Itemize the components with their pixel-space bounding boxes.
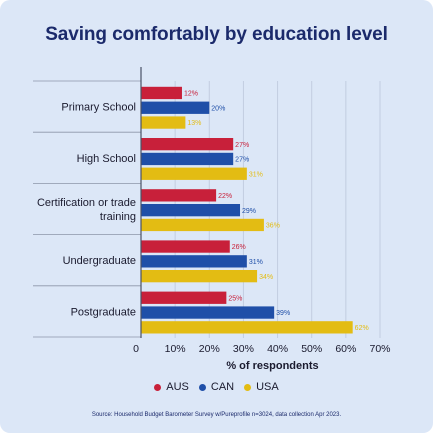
bar-usa-undergraduate — [141, 270, 258, 283]
data-label-aus-primary-school: 12% — [184, 91, 198, 98]
x-axis-title: % of respondents — [226, 360, 318, 372]
category-label-primary-school: Primary School — [61, 102, 136, 114]
bar-usa-postgraduate — [141, 321, 353, 334]
x-tick-label: 50% — [301, 343, 322, 355]
category-label-certification-or-trade-training: Certification or trade — [37, 197, 136, 209]
data-label-usa-undergraduate: 34% — [259, 274, 273, 281]
data-label-usa-certification-or-trade-training: 36% — [266, 223, 280, 230]
bar-usa-certification-or-trade-training — [141, 218, 264, 232]
category-label-certification-or-trade-training: training — [100, 211, 136, 223]
bar-can-certification-or-trade-training — [141, 204, 241, 217]
x-tick-label: 70% — [369, 343, 390, 355]
data-label-can-primary-school: 20% — [211, 105, 225, 112]
category-label-postgraduate: Postgraduate — [71, 306, 136, 318]
category-label-undergraduate: Undergraduate — [63, 255, 136, 267]
data-label-usa-high-school: 31% — [249, 171, 263, 178]
x-tick-label: 10% — [165, 343, 186, 355]
bar-can-high-school — [141, 152, 234, 166]
x-tick-label: 30% — [233, 343, 254, 355]
data-label-usa-primary-school: 13% — [187, 120, 201, 127]
source-note: Source: Household Budget Barometer Surve… — [91, 412, 342, 418]
legend-swatch-aus — [154, 383, 162, 391]
x-tick-label: 60% — [335, 343, 356, 355]
data-label-can-undergraduate: 31% — [249, 259, 263, 266]
bar-aus-high-school — [141, 138, 234, 151]
legend-label-can: CAN — [210, 381, 235, 393]
data-label-can-postgraduate: 39% — [276, 310, 290, 317]
x-tick-label: 0 — [133, 343, 139, 355]
legend: AUS CAN USA — [0, 381, 433, 393]
legend-label-usa: USA — [256, 381, 279, 393]
legend-item-can: CAN — [198, 381, 235, 393]
bar-aus-undergraduate — [141, 240, 230, 253]
legend-item-usa: USA — [244, 381, 279, 393]
bar-can-postgraduate — [141, 306, 275, 319]
data-label-aus-certification-or-trade-training: 22% — [218, 193, 232, 200]
category-label-high-school: High School — [77, 153, 136, 165]
bar-usa-primary-school — [141, 116, 186, 129]
data-label-aus-postgraduate: 25% — [228, 295, 242, 302]
bar-aus-certification-or-trade-training — [141, 189, 217, 202]
bar-usa-high-school — [141, 167, 247, 180]
bar-aus-postgraduate — [141, 291, 227, 304]
legend-swatch-can — [198, 383, 206, 391]
x-tick-label: 40% — [267, 343, 288, 355]
data-label-usa-postgraduate: 62% — [355, 325, 369, 332]
data-label-can-certification-or-trade-training: 29% — [242, 208, 256, 215]
bar-can-undergraduate — [141, 255, 247, 268]
data-label-aus-high-school: 27% — [235, 142, 249, 149]
bar-can-primary-school — [141, 101, 210, 114]
data-label-can-high-school: 27% — [235, 157, 249, 164]
legend-swatch-usa — [244, 383, 252, 391]
chart-title: Saving comfortably by education level — [45, 24, 388, 45]
x-tick-label: 20% — [199, 343, 220, 355]
bar-aus-primary-school — [141, 86, 182, 100]
legend-label-aus: AUS — [166, 381, 189, 393]
data-label-aus-undergraduate: 26% — [232, 244, 246, 251]
legend-item-aus: AUS — [154, 381, 189, 393]
